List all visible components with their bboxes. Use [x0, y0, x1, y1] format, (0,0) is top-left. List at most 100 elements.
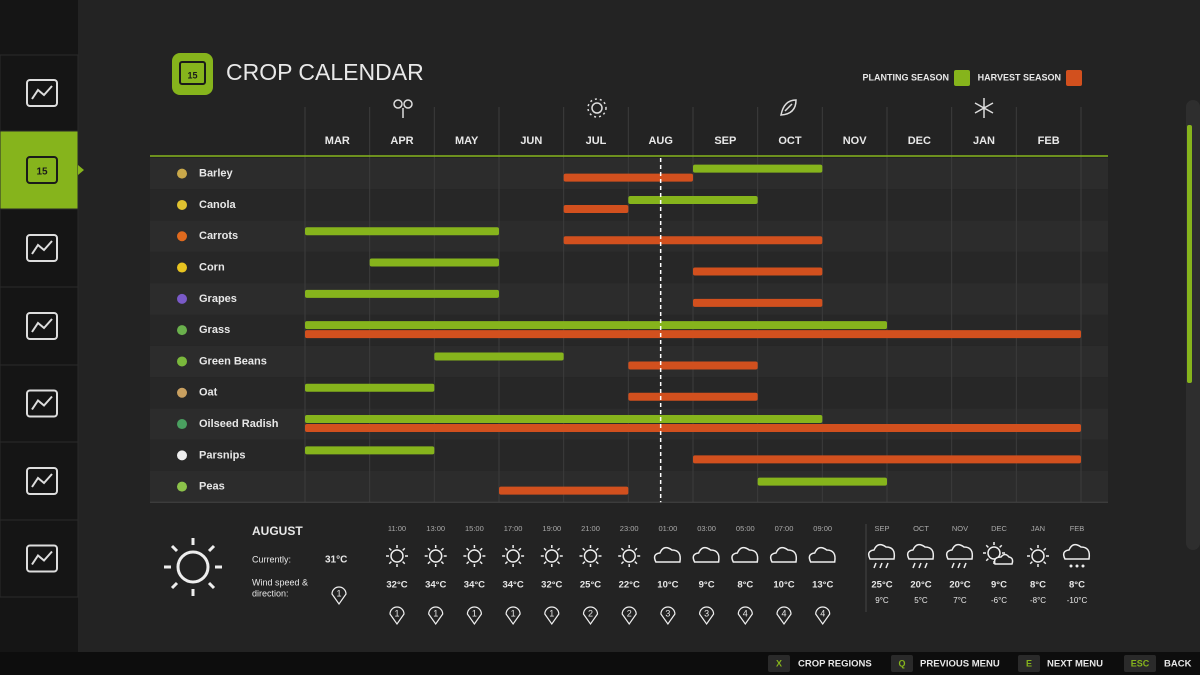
sidebar-item[interactable]	[0, 364, 79, 443]
current-weather-icon	[176, 550, 210, 584]
key-action[interactable]: CROP REGIONS	[798, 659, 872, 670]
sun-icon	[467, 549, 482, 563]
row-background	[150, 283, 1108, 315]
planting-bar	[693, 164, 823, 173]
sidebar-icon	[26, 467, 58, 495]
forecast-high: 25°C	[871, 580, 892, 591]
forecast-high: 8°C	[1069, 580, 1085, 591]
wind-indicator	[428, 606, 444, 626]
sun-ray	[504, 561, 508, 565]
harvest-bar	[693, 267, 823, 276]
crop-icon	[177, 356, 187, 367]
forecast-high: 9°C	[991, 580, 1007, 591]
sun-icon	[428, 549, 443, 563]
page-title: CROP CALENDAR	[226, 59, 424, 85]
crop-name: Parsnips	[199, 449, 245, 461]
sidebar-icon-day: 15	[36, 167, 48, 178]
forecast-month: JAN	[1031, 524, 1045, 533]
spring-icon	[393, 99, 403, 109]
wind-value: 1	[336, 588, 341, 598]
harvest-bar	[563, 204, 629, 213]
sun-ray	[582, 561, 586, 565]
sidebar-glyph	[31, 395, 53, 411]
planting-bar	[305, 321, 887, 330]
sidebar-item[interactable]	[0, 441, 79, 521]
key-letter[interactable]: ESC	[1131, 658, 1150, 668]
hour-label: 15:00	[465, 524, 484, 533]
wind-label: direction:	[252, 588, 289, 598]
rain-drop	[912, 562, 916, 569]
wind-indicator	[389, 606, 405, 626]
sidebar-glyph	[31, 85, 53, 100]
sun-ray	[1043, 561, 1047, 565]
crop-icon	[177, 481, 187, 492]
forecast-high: 20°C	[910, 580, 931, 591]
hour-temp: 13°C	[812, 580, 833, 591]
wind-indicator	[505, 606, 521, 626]
crop-icon	[177, 419, 187, 430]
month-label: NOV	[843, 135, 868, 147]
rain-drop	[957, 562, 961, 569]
key-action[interactable]: NEXT MENU	[1047, 659, 1103, 670]
sidebar-icon	[26, 312, 58, 340]
key-badge[interactable]	[768, 655, 790, 672]
ray	[170, 581, 179, 590]
wind-value: 4	[820, 608, 825, 618]
snow-flake	[1081, 564, 1085, 568]
sun-icon	[506, 549, 520, 563]
sun-ray	[634, 561, 638, 565]
sun-ray	[556, 561, 561, 565]
forecast-month: SEP	[874, 524, 889, 533]
key-letter[interactable]: Q	[898, 658, 905, 668]
sidebar-item[interactable]	[0, 519, 79, 598]
sidebar-glyph	[31, 550, 53, 566]
key-badge[interactable]	[891, 655, 913, 672]
month-label: FEB	[1038, 135, 1060, 147]
sun-ray	[985, 544, 989, 548]
key-badge[interactable]	[1018, 655, 1040, 672]
wind-value: 1	[394, 608, 399, 618]
key-badge[interactable]	[1124, 655, 1156, 672]
sun-ray	[440, 547, 445, 551]
wind-value: 1	[433, 608, 438, 618]
sun-icon	[545, 549, 559, 563]
sidebar-item[interactable]	[0, 54, 79, 132]
hour-temp: 34°C	[502, 580, 523, 591]
sun-ray	[388, 561, 392, 565]
planting-bar	[305, 446, 435, 455]
key-action[interactable]: PREVIOUS MENU	[920, 659, 1000, 670]
planting-bar	[305, 383, 435, 392]
planting-bar	[434, 352, 564, 361]
forecast-month: NOV	[952, 524, 968, 533]
sidebar-item[interactable]	[0, 130, 79, 210]
key-action[interactable]: BACK	[1164, 659, 1192, 670]
crop-name: Green Beans	[199, 355, 267, 367]
current-temp: 31°C	[325, 555, 347, 566]
wind-value: 1	[549, 608, 554, 618]
sidebar-item[interactable]	[0, 208, 79, 288]
key-letter[interactable]: E	[1026, 658, 1032, 668]
row-background	[150, 377, 1108, 409]
crop-name: Oat	[199, 387, 218, 399]
sidebar-glyph	[31, 473, 53, 488]
wind-indicator	[466, 606, 483, 626]
winter-icon	[974, 98, 994, 118]
forecast-month: FEB	[1070, 524, 1085, 533]
scroll-thumb[interactable]	[1187, 125, 1192, 383]
forecast-high: 20°C	[949, 580, 970, 591]
hour-label: 19:00	[542, 524, 561, 533]
legend-harvest-swatch	[1066, 70, 1082, 86]
wind-indicator	[544, 606, 560, 626]
sun-ray	[556, 547, 561, 551]
key-letter[interactable]: X	[776, 658, 782, 668]
sidebar-items: 15	[0, 54, 84, 598]
sidebar-item[interactable]	[0, 286, 79, 366]
sidebar-pointer	[78, 165, 84, 175]
current-weather-rays	[164, 538, 222, 596]
wind-indicator	[660, 606, 676, 626]
sun-icon	[583, 549, 598, 563]
month-label: SEP	[714, 135, 736, 147]
sun-ray	[985, 558, 989, 562]
hour-temp: 32°C	[386, 580, 407, 591]
wind-indicator	[815, 606, 831, 626]
